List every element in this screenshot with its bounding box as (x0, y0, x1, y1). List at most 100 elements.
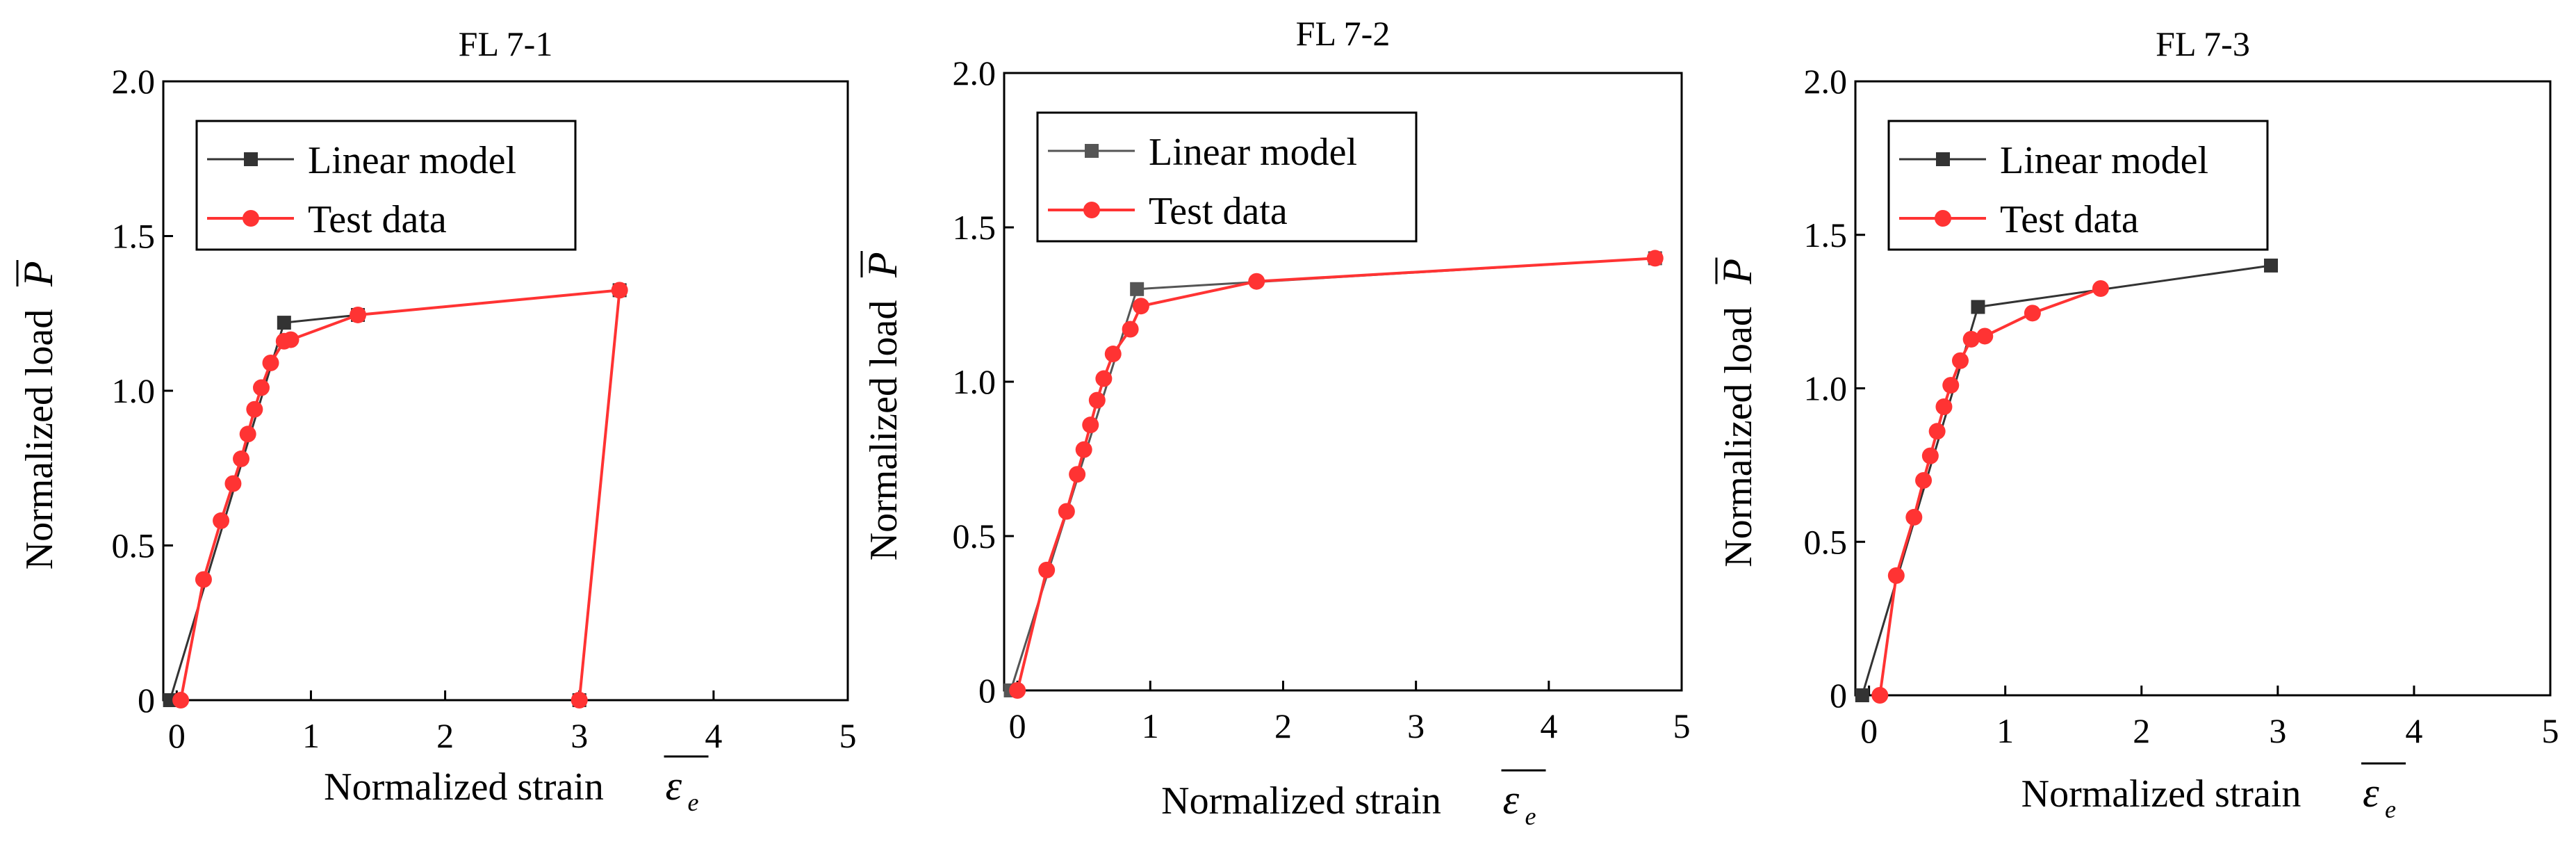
p1-test-data-point (172, 692, 190, 709)
p3-series-linear-model (1855, 258, 2279, 702)
p3-y-tick-label: 1.0 (1804, 369, 1848, 408)
p3-x-axis-subscript: e (2385, 795, 2396, 823)
p3-x-tick-label: 2 (2133, 711, 2150, 750)
p2-test-data-point (1646, 250, 1664, 267)
p1-test-data-point (239, 426, 256, 443)
p3-y-axis-symbol: P (1714, 259, 1760, 285)
p3-test-data-point (1951, 352, 1969, 369)
p1-series-test-data (172, 282, 628, 709)
p2-x-axis-symbol: ε (1503, 777, 1520, 823)
p3-x-tick-label: 1 (1996, 711, 2014, 750)
p1-series-line (179, 289, 621, 701)
p2-y-axis-label: Normalized load (862, 300, 905, 561)
p3-x-tick-label: 5 (2542, 711, 2559, 750)
p1-test-data-point (571, 692, 588, 709)
p2-test-data-point (1122, 321, 1139, 338)
p3-test-data-point (1976, 327, 1994, 345)
p3-legend-marker-square (1936, 152, 1950, 166)
p1-x-tick-label: 0 (168, 716, 186, 755)
p1-legend-label: Linear model (308, 139, 516, 182)
p2-series-line (1016, 257, 1655, 691)
p2-test-data-point (1069, 466, 1086, 483)
p2-y-tick-label: 2.0 (953, 54, 996, 92)
p2-x-tick-label: 4 (1540, 706, 1557, 745)
p1-x-tick-label: 4 (705, 716, 722, 755)
p2-linear-model-point (1130, 282, 1145, 296)
p3-legend: Linear model Test data (1887, 120, 2269, 251)
p3-y-axis-label: Normalized load (1717, 307, 1760, 567)
p3-linear-model-point (2264, 258, 2279, 273)
p3-test-data-point (1942, 377, 1960, 394)
p3-x-tick-label: 3 (2269, 711, 2286, 750)
p2-x-tick-label: 1 (1142, 706, 1159, 745)
p1-y-tick-label: 0 (138, 681, 155, 720)
p3-linear-model-point (1971, 300, 1985, 314)
p3-test-data-point (1905, 508, 1923, 526)
p2-legend-marker-square (1085, 144, 1099, 158)
p1-x-tick-label: 3 (571, 716, 588, 755)
p1-legend: Linear model Test data (195, 120, 577, 251)
p3-series-line (1878, 287, 2101, 696)
p1-test-data-point (282, 331, 300, 348)
p3-series-test-data (1871, 280, 2109, 704)
p1-series-line (169, 289, 621, 701)
p3-y-tick-label: 0.5 (1804, 522, 1848, 561)
p2-title: FL 7-2 (1296, 14, 1390, 53)
p2-chart: FL 7-2 0 1 2 3 4 5 0 0.5 1.0 1.5 2.0 Normalized stra… (860, 14, 1691, 830)
p1-test-data-point (246, 400, 263, 418)
p3-y-tick-label: 2.0 (1804, 62, 1848, 101)
p3-x-tick-label: 0 (1860, 711, 1878, 750)
p3-test-data-point (1962, 330, 1980, 348)
p3-linear-model-point (1855, 688, 1869, 702)
p2-series-linear-model (1003, 251, 1662, 697)
p2-test-data-point (1104, 346, 1122, 363)
p3-test-data-point (1921, 447, 1939, 464)
p3-test-data-point (1935, 398, 1953, 415)
p3-x-axis-label: Normalized strain (2021, 772, 2302, 816)
p2-legend-label: Linear model (1149, 131, 1357, 174)
p3-test-data-point (1871, 687, 1889, 704)
p3-test-data-point (1915, 471, 1933, 489)
p3-y-tick-label: 0 (1830, 676, 1847, 715)
p3-test-data-point (2092, 280, 2109, 298)
p3-legend-marker-circle (1935, 210, 1951, 227)
p2-x-tick-label: 3 (1407, 706, 1425, 745)
p2-test-data-point (1082, 416, 1099, 434)
p1-title: FL 7-1 (459, 24, 553, 63)
p3-test-data-point (1887, 567, 1905, 584)
p2-legend-marker-circle (1083, 202, 1100, 218)
p2-x-tick-label: 2 (1274, 706, 1292, 745)
p1-y-tick-label: 1.5 (112, 217, 156, 256)
p1-chart: FL 7-1 0 1 2 3 4 5 0 0.5 1.0 1.5 2.0 Normalized stra… (15, 24, 857, 816)
p3-test-data-point (2024, 305, 2041, 322)
p3-test-data-point (1928, 423, 1946, 440)
p1-linear-model-point (277, 316, 291, 330)
p2-legend: Linear model Test data (1036, 111, 1418, 243)
p1-test-data-point (350, 306, 367, 323)
p2-y-tick-label: 1.5 (953, 208, 996, 247)
p2-legend-box (1036, 111, 1418, 243)
p1-legend-label: Test data (308, 198, 447, 241)
p2-x-axis-subscript: e (1525, 802, 1536, 830)
p3-legend-label: Linear model (2000, 139, 2208, 182)
p1-test-data-point (213, 512, 230, 529)
p2-legend-label: Test data (1149, 190, 1288, 233)
p2-y-tick-label: 1.0 (953, 362, 996, 401)
p1-y-tick-label: 2.0 (112, 62, 156, 101)
p3-x-axis-symbol: ε (2363, 770, 2379, 816)
p1-series-linear-model (163, 283, 627, 707)
p1-x-axis-symbol: ε (666, 763, 682, 809)
p1-test-data-point (224, 475, 242, 492)
p1-test-data-point (195, 571, 212, 588)
p2-test-data-point (1009, 682, 1026, 699)
p3-chart: FL 7-3 0 1 2 3 4 5 0 0.5 1.0 1.5 2.0 Normalized stra… (1714, 24, 2559, 823)
p1-test-data-point (233, 450, 250, 467)
p3-legend-box (1887, 120, 2269, 251)
p2-x-tick-label: 0 (1009, 706, 1026, 745)
p2-y-axis-title: Normalized load P (860, 251, 905, 560)
p1-y-axis-label: Normalized load (18, 309, 61, 570)
p3-legend-label: Test data (2000, 198, 2139, 241)
p1-x-axis-subscript: e (688, 788, 699, 816)
p1-x-tick-label: 2 (436, 716, 454, 755)
